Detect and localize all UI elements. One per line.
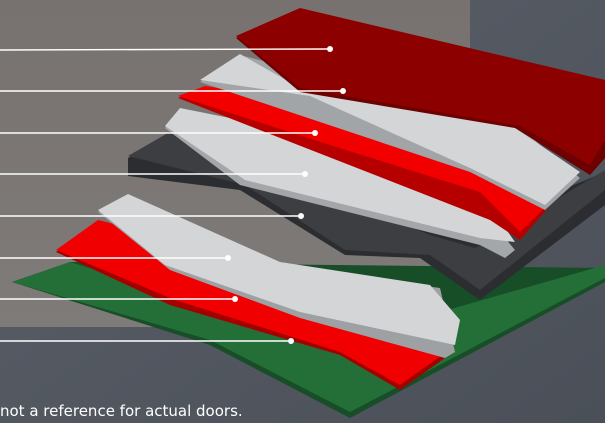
layer-lightgray-middle (165, 108, 515, 258)
leader-dot-6 (225, 255, 231, 261)
leader-dot-1 (327, 46, 333, 52)
footer-note: not a reference for actual doors. (0, 402, 243, 420)
layer-red-lower (56, 220, 445, 390)
leader-line-1 (0, 48, 331, 51)
leader-lines (0, 48, 343, 342)
leader-dot-8 (288, 338, 294, 344)
layer-lightgray-upper (200, 54, 580, 210)
leader-dot-4 (302, 171, 308, 177)
leader-dot-5 (298, 213, 304, 219)
leader-dot-2 (340, 88, 346, 94)
leader-dot-7 (232, 296, 238, 302)
layer-lightgray-lower (98, 194, 460, 358)
leader-dot-3 (312, 130, 318, 136)
layer-red-upper (178, 86, 548, 240)
leader-dots (225, 46, 346, 344)
